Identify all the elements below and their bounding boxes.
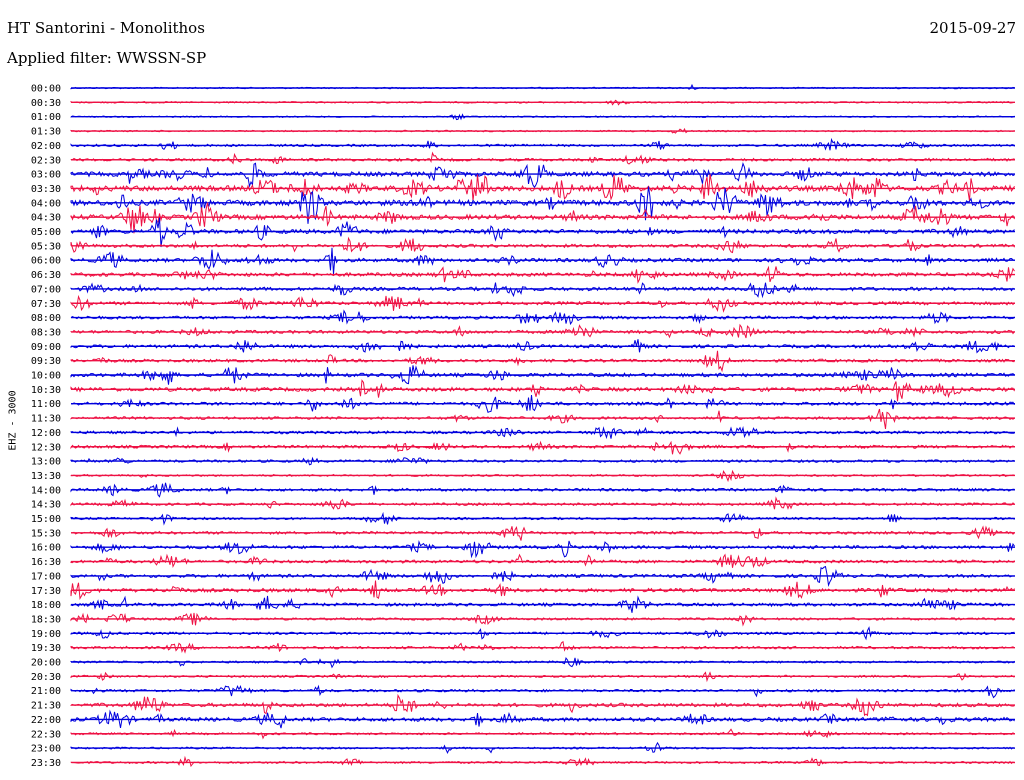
- time-label: 14:00: [31, 485, 61, 496]
- time-label: 22:00: [31, 715, 61, 726]
- time-label: 09:30: [31, 356, 61, 367]
- time-label: 12:30: [31, 442, 61, 453]
- time-label: 04:00: [31, 198, 61, 209]
- station-title: HT Santorini - Monolithos: [7, 19, 205, 37]
- seismic-trace: [70, 440, 1015, 455]
- time-label: 06:30: [31, 270, 61, 281]
- time-label: 01:00: [31, 112, 61, 123]
- time-label: 07:00: [31, 284, 61, 295]
- time-label: 17:00: [31, 571, 61, 582]
- time-label: 12:00: [31, 428, 61, 439]
- time-label: 10:30: [31, 385, 61, 396]
- time-label: 21:30: [31, 701, 61, 712]
- seismic-trace: [70, 640, 1015, 654]
- time-label: 20:00: [31, 658, 61, 669]
- seismic-trace: [70, 339, 1015, 354]
- time-label: 08:30: [31, 327, 61, 338]
- filter-label: Applied filter: WWSSN-SP: [7, 49, 207, 67]
- time-label: 03:00: [31, 170, 61, 181]
- time-label: 16:30: [31, 557, 61, 568]
- time-label: 06:00: [31, 256, 61, 267]
- time-label: 03:30: [31, 184, 61, 195]
- time-label: 21:00: [31, 686, 61, 697]
- time-label: 02:30: [31, 155, 61, 166]
- time-label: 18:00: [31, 600, 61, 611]
- time-label: 05:00: [31, 227, 61, 238]
- time-label: 07:30: [31, 299, 61, 310]
- time-label: 19:00: [31, 629, 61, 640]
- time-label: 20:30: [31, 672, 61, 683]
- time-label: 16:00: [31, 543, 61, 554]
- seismic-trace: [70, 426, 1015, 440]
- seismic-trace: [70, 379, 1015, 402]
- time-label: 18:30: [31, 614, 61, 625]
- time-label: 00:30: [31, 98, 61, 109]
- time-label: 10:00: [31, 371, 61, 382]
- time-label: 01:30: [31, 127, 61, 138]
- seismic-trace: [70, 282, 1015, 299]
- seismic-trace: [70, 408, 1015, 429]
- seismic-trace: [70, 595, 1015, 613]
- seismic-trace: [70, 482, 1015, 498]
- time-label: 04:30: [31, 213, 61, 224]
- seismic-trace: [70, 580, 1015, 600]
- time-label: 22:30: [31, 729, 61, 740]
- seismic-trace: [70, 217, 1015, 248]
- time-label: 09:00: [31, 342, 61, 353]
- time-label: 23:30: [31, 758, 61, 769]
- time-label: 02:00: [31, 141, 61, 152]
- time-label: 13:30: [31, 471, 61, 482]
- seismic-trace: [70, 83, 1015, 90]
- time-label: 05:30: [31, 241, 61, 252]
- seismic-trace: [70, 186, 1015, 224]
- time-label: 14:30: [31, 500, 61, 511]
- time-label: 17:30: [31, 586, 61, 597]
- time-label: 11:30: [31, 414, 61, 425]
- seismic-trace: [70, 684, 1015, 699]
- date-label: 2015-09-27: [929, 19, 1016, 37]
- time-label: 13:00: [31, 457, 61, 468]
- time-label: 15:30: [31, 528, 61, 539]
- time-label: 23:00: [31, 744, 61, 755]
- seismic-trace: [70, 151, 1015, 165]
- seismic-trace: [70, 161, 1015, 189]
- time-label: 15:00: [31, 514, 61, 525]
- seismic-trace: [70, 202, 1015, 234]
- time-label: 19:30: [31, 643, 61, 654]
- seismic-trace: [70, 174, 1015, 201]
- time-label: 08:00: [31, 313, 61, 324]
- seismic-trace: [70, 540, 1015, 559]
- time-label: 11:00: [31, 399, 61, 410]
- time-label: 00:00: [31, 84, 61, 95]
